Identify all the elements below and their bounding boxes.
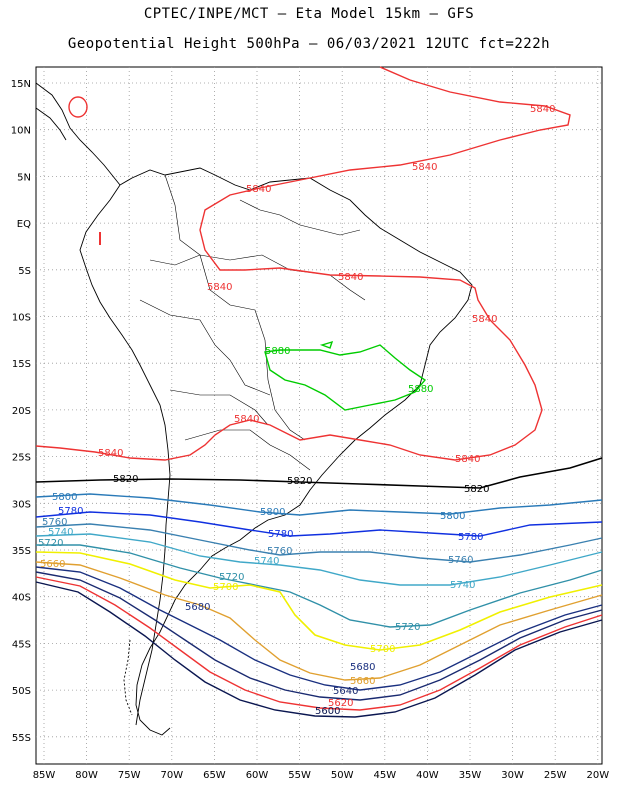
label-5680-b: 5680 bbox=[350, 662, 375, 673]
label-5740-b: 5740 bbox=[254, 556, 279, 567]
label-5840-e: 5840 bbox=[338, 272, 363, 283]
label-5760-a: 5760 bbox=[42, 517, 67, 528]
contour-5680 bbox=[35, 566, 603, 691]
label-5840-c: 5840 bbox=[246, 184, 271, 195]
contour-5840 bbox=[35, 66, 571, 461]
longitude-labels: 85W 80W 75W 70W 65W 60W 55W 50W 45W 40W 35W 30W 25W 2… bbox=[33, 770, 610, 781]
label-5720-b: 5720 bbox=[219, 572, 244, 583]
lon-label: 65W bbox=[203, 770, 226, 781]
label-5600-a: 5600 bbox=[315, 706, 340, 717]
lat-label: 35S bbox=[12, 546, 31, 557]
contour-5600 bbox=[35, 581, 603, 718]
lat-label: 15N bbox=[11, 79, 31, 90]
lon-label: 55W bbox=[288, 770, 311, 781]
contour-5620 bbox=[35, 576, 603, 711]
lon-label: 70W bbox=[160, 770, 183, 781]
label-5820-a: 5820 bbox=[113, 474, 138, 485]
label-5840-b: 5840 bbox=[412, 162, 437, 173]
label-5880-b: 5880 bbox=[408, 384, 433, 395]
label-5760-b: 5760 bbox=[267, 546, 292, 557]
lat-label: 10S bbox=[12, 313, 31, 324]
lon-label: 45W bbox=[373, 770, 396, 781]
label-5660-b: 5660 bbox=[350, 676, 375, 687]
lat-label: 45S bbox=[12, 639, 31, 650]
contour-5820 bbox=[35, 457, 603, 489]
contour-5660 bbox=[35, 561, 603, 681]
label-5680-a: 5680 bbox=[185, 602, 210, 613]
contours bbox=[35, 66, 603, 718]
plot-frame bbox=[35, 66, 603, 765]
label-5620-a: 5620 bbox=[328, 698, 353, 709]
label-5720-c: 5720 bbox=[395, 622, 420, 633]
contour-5780 bbox=[35, 511, 603, 537]
lon-label: 75W bbox=[118, 770, 141, 781]
lat-label: 25S bbox=[12, 453, 31, 464]
label-5660-a: 5660 bbox=[40, 559, 65, 570]
lat-label: 15S bbox=[12, 359, 31, 370]
label-5800-c: 5800 bbox=[440, 511, 465, 522]
lon-label: 50W bbox=[331, 770, 354, 781]
label-5840-f: 5840 bbox=[472, 314, 497, 325]
lon-label: 35W bbox=[459, 770, 482, 781]
label-5880-a: 5880 bbox=[265, 346, 290, 357]
label-5820-c: 5820 bbox=[464, 484, 489, 495]
map-title-line1: CPTEC/INPE/MCT – Eta Model 15km – GFS bbox=[143, 6, 475, 22]
lon-label: 25W bbox=[544, 770, 567, 781]
lat-label: EQ bbox=[17, 219, 31, 230]
lat-label: 10N bbox=[11, 126, 31, 137]
lon-label: 30W bbox=[501, 770, 524, 781]
label-5840-h: 5840 bbox=[98, 448, 123, 459]
label-5780-c: 5780 bbox=[458, 532, 483, 543]
lat-label: 20S bbox=[12, 406, 31, 417]
label-5840-a: 5840 bbox=[530, 104, 555, 115]
lon-label: 20W bbox=[586, 770, 609, 781]
label-5800-a: 5800 bbox=[52, 492, 77, 503]
label-5700-b: 5700 bbox=[370, 644, 395, 655]
latitude-labels: 15N 10N 5N EQ 5S 10S 15S 20S 25S 30S 35S 40S 45S 50S 5… bbox=[11, 79, 31, 744]
lat-label: 55S bbox=[12, 733, 31, 744]
contour-5720 bbox=[36, 544, 603, 628]
label-5740-a: 5740 bbox=[48, 527, 73, 538]
label-5720-a: 5720 bbox=[38, 538, 63, 549]
label-5800-b: 5800 bbox=[260, 507, 285, 518]
label-5760-c: 5760 bbox=[448, 555, 473, 566]
label-5780-b: 5780 bbox=[268, 529, 293, 540]
label-5700-a: 5700 bbox=[213, 582, 238, 593]
label-5840-i: 5840 bbox=[455, 454, 480, 465]
lat-label: 40S bbox=[12, 593, 31, 604]
lat-label: 30S bbox=[12, 499, 31, 510]
lon-label: 85W bbox=[33, 770, 56, 781]
lat-label: 50S bbox=[12, 686, 31, 697]
label-5640-a: 5640 bbox=[333, 686, 358, 697]
graticule bbox=[36, 67, 602, 764]
label-5840-g: 5840 bbox=[234, 414, 259, 425]
contour-labels: 5880 5880 5840 5840 5840 5840 5840 5840 … bbox=[38, 104, 555, 717]
map-title-line2: Geopotential Height 500hPa – 06/03/2021 … bbox=[67, 36, 551, 52]
contour-5740 bbox=[35, 533, 603, 586]
country-borders bbox=[139, 174, 366, 471]
contour-5640 bbox=[35, 571, 603, 701]
lon-label: 40W bbox=[416, 770, 439, 781]
contour-5760 bbox=[35, 523, 603, 563]
lon-label: 60W bbox=[246, 770, 269, 781]
label-5740-c: 5740 bbox=[450, 580, 475, 591]
contour-5800 bbox=[35, 493, 603, 516]
label-5780-a: 5780 bbox=[58, 506, 83, 517]
label-5840-d: 5840 bbox=[207, 282, 232, 293]
label-5820-b: 5820 bbox=[287, 476, 312, 487]
contour-5880 bbox=[264, 344, 427, 411]
contour-5700 bbox=[35, 551, 603, 651]
lat-label: 5S bbox=[18, 266, 31, 277]
lon-label: 80W bbox=[75, 770, 98, 781]
lat-label: 5N bbox=[17, 172, 31, 183]
